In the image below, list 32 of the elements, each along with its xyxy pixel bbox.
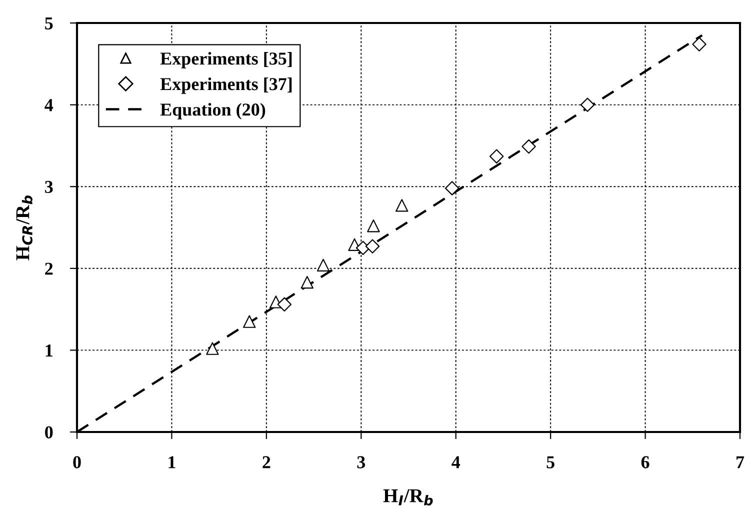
legend-label: Equation (20) [160,103,266,120]
point [489,149,504,164]
point [206,342,219,355]
legend-label: Experiments [37] [160,78,292,94]
y-tick-label: 4 [44,99,54,112]
x-axis-title: H$_{I}$/R$_{b}$ [383,489,433,506]
x-tick-label: 3 [357,456,366,468]
point [243,315,256,328]
y-tick-label: 3 [45,180,53,194]
x-tick-label: 2 [262,456,270,468]
point [316,258,330,272]
x-tick-label: 6 [641,456,650,468]
point [300,276,314,289]
point [365,239,380,254]
y-tick-label: 0 [45,426,53,438]
x-tick-label: 4 [452,456,460,468]
y-tick-label: 2 [45,262,53,275]
y-tick-label: 5 [45,17,53,30]
point [522,139,536,154]
x-tick-label: 1 [168,456,176,468]
y-tick-label: 1 [46,344,52,356]
point [367,220,380,232]
legend-label: Experiments [35] [160,52,292,68]
point [277,297,292,312]
point [444,181,460,196]
point [692,37,706,52]
y-axis-title: H$_{CR}$/R$_{b}$ [16,196,32,260]
point [396,199,408,212]
point [580,98,595,112]
x-tick-label: 0 [73,456,81,468]
x-tick-label: 5 [546,456,554,468]
x-tick-label: 7 [736,456,744,468]
